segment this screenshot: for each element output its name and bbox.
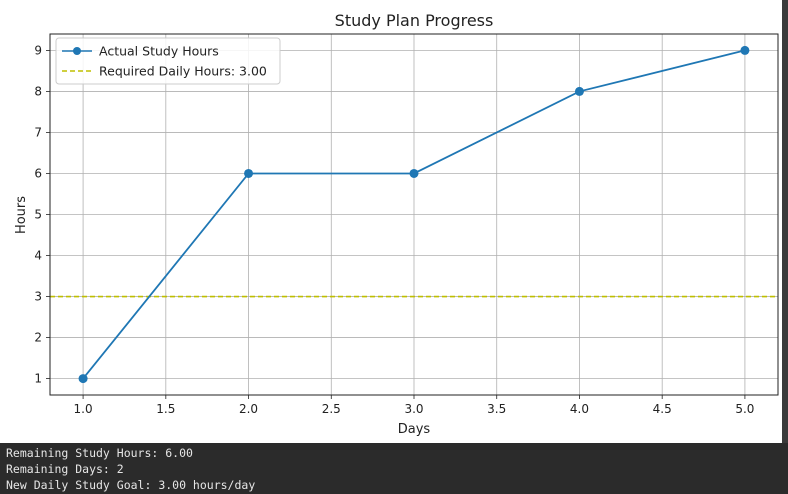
data-point [244,168,254,178]
y-axis-title: Hours [14,196,29,234]
x-tick-label: 3.0 [404,402,423,416]
series-layer [78,45,750,384]
x-tick-label: 4.5 [653,402,672,416]
x-tick-label: 3.5 [487,402,506,416]
y-tick-label: 6 [34,166,42,180]
y-tick-label: 3 [34,290,42,304]
data-point [409,168,419,178]
data-point [740,45,750,55]
x-axis-title: Days [398,422,431,437]
scrollbar-track[interactable] [782,0,788,443]
y-tick-labels: 1 2 3 4 5 6 7 8 9 [34,43,50,386]
x-tick-label: 4.0 [570,402,589,416]
legend-required-label: Required Daily Hours: 3.00 [99,64,267,79]
y-tick-label: 2 [34,331,42,345]
legend-series-marker [73,47,81,55]
y-tick-label: 8 [34,84,42,98]
data-point [78,374,88,384]
console-output: Remaining Study Hours: 6.00 Remaining Da… [0,443,788,494]
y-tick-label: 4 [34,249,42,263]
console-line-daily-goal: New Daily Study Goal: 3.00 hours/day [6,478,256,492]
line-chart: Study Plan Progress 1.0 1.5 2.0 2.5 3.0 3.5 4.… [14,11,779,437]
legend-box [55,37,281,85]
y-tick-label: 5 [34,208,42,222]
figure-area: Study Plan Progress 1.0 1.5 2.0 2.5 3.0 3.5 4.… [0,0,782,443]
legend-series-label: Actual Study Hours [99,44,219,59]
data-point [574,86,584,96]
y-tick-label: 7 [34,125,42,139]
x-tick-label: 1.5 [156,402,175,416]
console-line-remaining-days: Remaining Days: 2 [6,462,124,476]
chart-title: Study Plan Progress [335,11,494,30]
x-tick-label: 2.0 [239,402,258,416]
grid-lines [50,34,778,395]
y-tick-label: 9 [34,43,42,57]
x-tick-label: 5.0 [735,402,754,416]
x-tick-labels: 1.0 1.5 2.0 2.5 3.0 3.5 4.0 4.5 5.0 [74,395,754,416]
legend: Actual Study Hours Required Daily Hours:… [55,37,281,85]
x-tick-label: 2.5 [322,402,341,416]
console-line-remaining-hours: Remaining Study Hours: 6.00 [6,446,193,460]
y-tick-label: 1 [34,372,42,386]
x-tick-label: 1.0 [74,402,93,416]
